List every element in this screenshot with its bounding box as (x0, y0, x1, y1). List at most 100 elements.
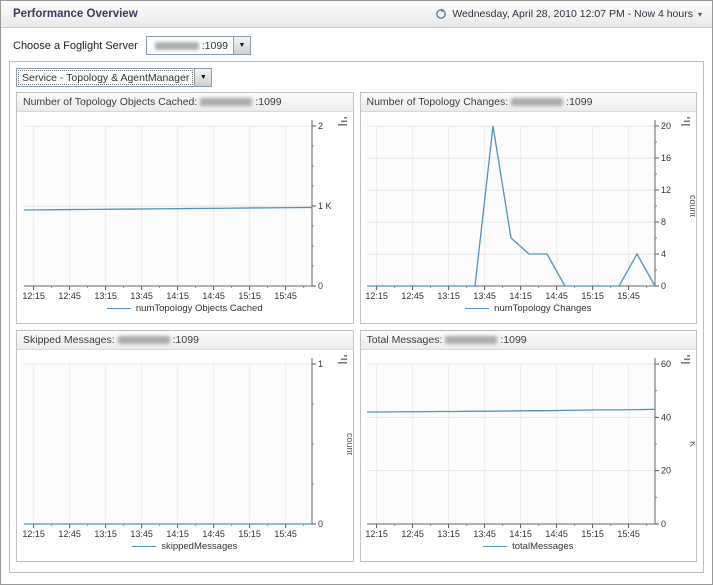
chart-title-port: :1099 (500, 334, 527, 346)
svg-text:12:15: 12:15 (366, 291, 389, 301)
svg-text:60: 60 (661, 359, 671, 369)
svg-text:15:15: 15:15 (238, 291, 261, 301)
svg-text:12:45: 12:45 (58, 291, 81, 301)
svg-text:12:45: 12:45 (402, 529, 425, 539)
dropdown-arrow-icon[interactable]: ▼ (233, 37, 251, 54)
svg-text:8: 8 (661, 217, 666, 227)
svg-text:13:15: 13:15 (94, 291, 117, 301)
svg-text:14:15: 14:15 (166, 291, 189, 301)
svg-text:14:15: 14:15 (166, 529, 189, 539)
legend-line-swatch (106, 308, 131, 309)
svg-text:14:15: 14:15 (510, 291, 533, 301)
server-select[interactable]: :1099 ▼ (145, 36, 252, 55)
redacted-server-name (117, 336, 170, 345)
topology-objects-cached-chart: 0 1 K 2 12:15 12:45 13:15 13:45 14:15 14:45 15:15… (22, 120, 332, 301)
chart-legend: numTopology Changes (361, 303, 697, 314)
legend-label: skippedMessages (161, 541, 238, 552)
chart-legend: skippedMessages (17, 541, 353, 552)
svg-text:40: 40 (661, 412, 671, 422)
svg-text:0: 0 (661, 519, 666, 529)
legend-line-swatch (465, 308, 490, 309)
svg-text:4: 4 (661, 249, 666, 259)
time-range-control[interactable]: Wednesday, April 28, 2010 12:07 PM - Now… (435, 8, 702, 20)
chart-panel-topology-changes: Number of Topology Changes::1099 0 4 8 12 16… (359, 92, 697, 324)
chart-title-text: Number of Topology Objects Cached: (23, 96, 198, 108)
server-select-value: :1099 (147, 37, 233, 54)
chart-title: Number of Topology Objects Cached::1099 (17, 93, 353, 112)
chart-title: Skipped Messages::1099 (17, 331, 353, 350)
redacted-server-name (200, 98, 253, 107)
topology-changes-chart: 0 4 8 12 16 20 12:15 12:45 13:15 13:45 14:15 14:45 1… (366, 120, 695, 301)
svg-text:14:45: 14:45 (202, 291, 225, 301)
svg-text:1: 1 (318, 359, 323, 369)
svg-text:15:45: 15:45 (618, 291, 641, 301)
service-select[interactable]: Service - Topology & AgentManager ▼ (16, 68, 213, 87)
svg-text:count: count (688, 195, 695, 218)
legend-line-swatch (483, 546, 508, 547)
page-header: Performance Overview Wednesday, April 28… (1, 1, 712, 28)
svg-text:12:15: 12:15 (366, 529, 389, 539)
service-selector-row: Service - Topology & AgentManager ▼ (16, 68, 697, 87)
svg-text:14:15: 14:15 (510, 529, 533, 539)
svg-text:0: 0 (318, 281, 323, 291)
svg-text:0: 0 (318, 519, 323, 529)
svg-text:1 K: 1 K (318, 201, 332, 211)
svg-text:13:15: 13:15 (94, 529, 117, 539)
chart-menu-icon[interactable] (680, 354, 691, 365)
svg-text:13:15: 13:15 (438, 291, 461, 301)
svg-text:20: 20 (661, 121, 671, 131)
chart-title-text: Total Messages: (366, 334, 443, 346)
time-range-icon (435, 8, 447, 20)
svg-text:13:15: 13:15 (438, 529, 461, 539)
chart-panel-topology-objects-cached: Number of Topology Objects Cached::1099 … (16, 92, 354, 324)
svg-text:15:45: 15:45 (274, 529, 297, 539)
chart-legend: totalMessages (361, 541, 697, 552)
svg-text:12:15: 12:15 (22, 529, 45, 539)
chart-menu-icon[interactable] (337, 116, 348, 127)
svg-text:16: 16 (661, 153, 671, 163)
svg-text:12:15: 12:15 (22, 291, 45, 301)
svg-text:15:15: 15:15 (238, 529, 261, 539)
chart-title: Total Messages: :1099 (360, 331, 696, 350)
svg-text:0: 0 (661, 281, 666, 291)
svg-text:13:45: 13:45 (474, 291, 497, 301)
svg-text:14:45: 14:45 (546, 529, 569, 539)
svg-text:14:45: 14:45 (546, 291, 569, 301)
chart-title-port: :1099 (566, 96, 593, 108)
chart-panel-total-messages: Total Messages: :1099 0 20 40 60 12:15 12:45 13… (359, 330, 697, 562)
redacted-server-name (511, 98, 564, 107)
server-port-text: :1099 (201, 39, 229, 52)
svg-text:15:15: 15:15 (582, 529, 605, 539)
dropdown-arrow-icon[interactable]: ▼ (194, 69, 212, 86)
dashboard-panel: Service - Topology & AgentManager ▼ Numb… (9, 61, 704, 573)
chart-menu-icon[interactable] (680, 116, 691, 127)
svg-text:14:45: 14:45 (202, 529, 225, 539)
legend-label: totalMessages (512, 541, 574, 552)
redacted-server-name (445, 336, 498, 345)
svg-text:13:45: 13:45 (130, 291, 153, 301)
svg-text:15:45: 15:45 (274, 291, 297, 301)
time-range-text: Wednesday, April 28, 2010 12:07 PM - Now… (452, 8, 693, 20)
page-title: Performance Overview (13, 8, 138, 20)
chevron-down-icon[interactable]: ▾ (697, 9, 702, 19)
server-chooser-label: Choose a Foglight Server (13, 39, 138, 52)
svg-text:count: count (345, 433, 352, 456)
svg-text:2: 2 (318, 121, 323, 131)
svg-text:13:45: 13:45 (130, 529, 153, 539)
charts-grid: Number of Topology Objects Cached::1099 … (16, 92, 697, 562)
service-select-value: Service - Topology & AgentManager (17, 69, 194, 86)
svg-text:12: 12 (661, 185, 671, 195)
chart-title: Number of Topology Changes::1099 (360, 93, 696, 112)
svg-text:15:15: 15:15 (582, 291, 605, 301)
redacted-server-name (154, 41, 199, 50)
svg-text:12:45: 12:45 (58, 529, 81, 539)
legend-line-swatch (132, 546, 157, 547)
legend-label: numTopology Objects Cached (135, 303, 263, 314)
chart-legend: numTopology Objects Cached (17, 303, 353, 314)
skipped-messages-chart: 0 1 12:15 12:45 13:15 13:45 14:15 14:45 15:15 15:… (22, 358, 352, 539)
svg-text:13:45: 13:45 (474, 529, 497, 539)
svg-text:K: K (688, 441, 695, 447)
chart-menu-icon[interactable] (337, 354, 348, 365)
svg-text:20: 20 (661, 466, 671, 476)
chart-panel-skipped-messages: Skipped Messages::1099 0 1 12:15 12:45 13:15… (16, 330, 354, 562)
